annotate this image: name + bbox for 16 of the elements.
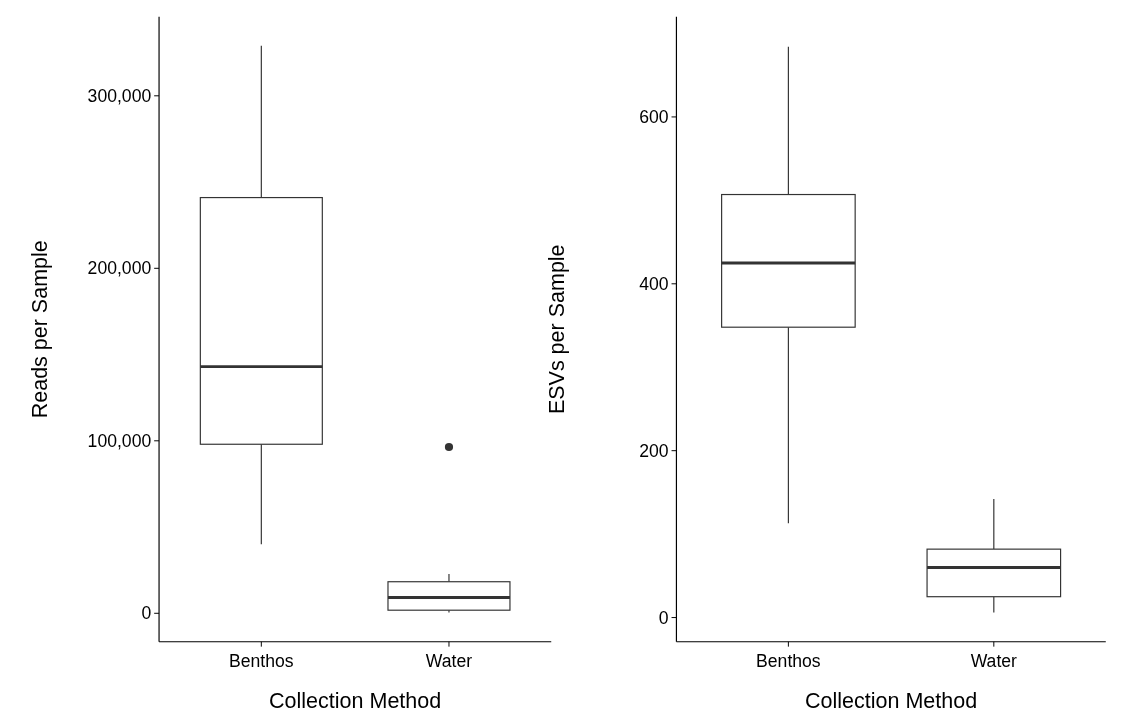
y-tick-label: 300,000 — [87, 85, 152, 106]
x-tick-label: Benthos — [229, 651, 294, 672]
y-tick-label: 0 — [658, 607, 669, 628]
y-tick-label: 200 — [639, 440, 669, 461]
y-tick-label: 200,000 — [87, 258, 152, 279]
x-axis-title: Collection Method — [805, 689, 978, 714]
x-tick-label: Water — [425, 651, 473, 672]
x-axis-title: Collection Method — [269, 689, 442, 714]
y-tick-label: 0 — [141, 603, 152, 624]
y-axis-title: ESVs per Sample — [544, 244, 569, 415]
y-axis-title: Reads per Sample — [27, 240, 52, 419]
y-tick-label: 600 — [639, 107, 669, 128]
x-tick-label: Water — [970, 651, 1018, 672]
y-tick-label: 400 — [639, 273, 669, 294]
x-tick-label: Benthos — [756, 651, 821, 672]
y-tick-label: 100,000 — [87, 430, 152, 451]
